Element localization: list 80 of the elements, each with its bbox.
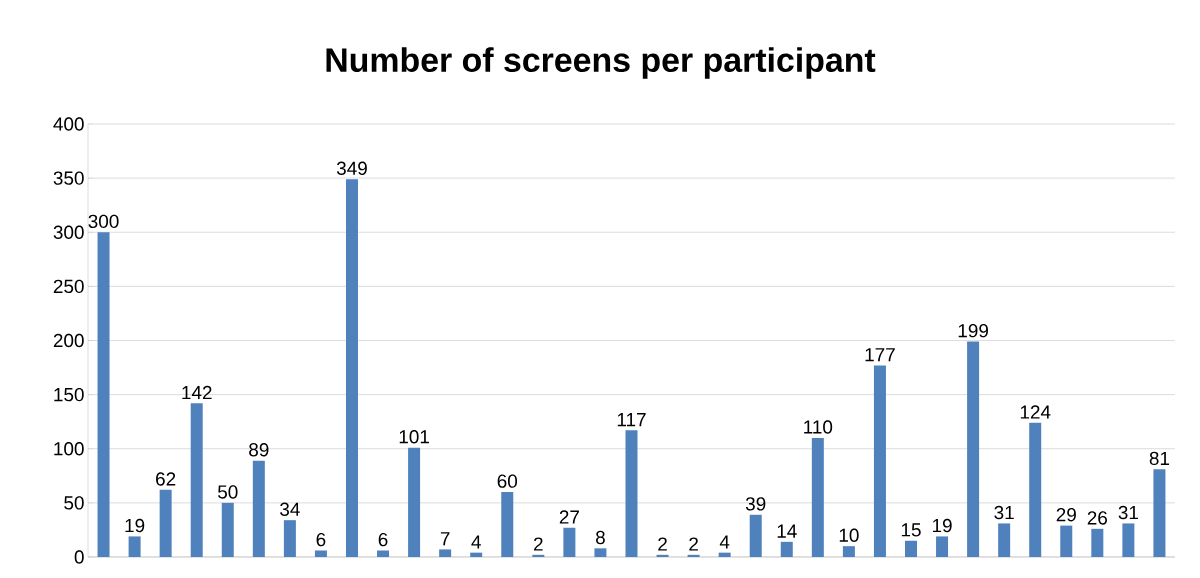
data-label: 2: [534, 537, 543, 551]
y-tick-label: 150: [54, 387, 84, 402]
data-label: 81: [1149, 451, 1170, 466]
data-label: 2: [658, 537, 667, 551]
bar: [594, 548, 607, 557]
data-label: 4: [471, 535, 481, 549]
data-label: 349: [336, 161, 367, 175]
data-label: 15: [901, 523, 921, 537]
data-label: 8: [596, 530, 605, 545]
bar: [532, 554, 545, 557]
data-label: 124: [1020, 405, 1051, 419]
data-label: 26: [1087, 511, 1108, 525]
data-label: 60: [497, 474, 518, 488]
bar: [1060, 525, 1073, 557]
data-label: 10: [839, 528, 859, 542]
y-tick-label: 350: [53, 171, 84, 185]
bar: [283, 520, 296, 557]
data-label: 50: [217, 485, 238, 499]
data-label: 31: [1118, 505, 1138, 520]
data-label: 177: [865, 348, 895, 362]
data-label: 31: [994, 505, 1014, 520]
bar: [780, 541, 793, 557]
bar: [936, 536, 949, 557]
bar: [967, 341, 980, 557]
y-tick-label: 0: [74, 550, 84, 564]
bar: [221, 502, 234, 557]
y-tick-label: 50: [64, 496, 84, 510]
data-label: 101: [399, 430, 429, 444]
data-label: 110: [804, 420, 833, 434]
bar: [904, 540, 917, 557]
data-label: 19: [932, 518, 952, 533]
y-tick-label: 100: [54, 442, 84, 456]
bar: [811, 437, 824, 557]
y-tick-label: 250: [53, 279, 84, 294]
bar: [128, 536, 141, 557]
data-label: 89: [249, 443, 269, 457]
data-label: 6: [316, 532, 326, 547]
bar: [97, 232, 110, 557]
data-label: 29: [1056, 507, 1076, 522]
bar: [377, 550, 390, 557]
data-label: 34: [280, 502, 300, 516]
bar: [749, 514, 762, 557]
bar: [314, 550, 327, 557]
bar: [687, 554, 700, 557]
bar: [190, 403, 203, 557]
data-label: 4: [719, 535, 730, 549]
bar: [1091, 528, 1104, 557]
bar: [1122, 523, 1135, 557]
bar: [718, 552, 731, 557]
data-label: 19: [125, 518, 145, 533]
data-label: 117: [617, 413, 646, 427]
data-label: 6: [378, 532, 388, 547]
bar: [842, 546, 855, 557]
y-tick-label: 200: [53, 333, 84, 348]
bar: [998, 523, 1011, 557]
bar: [656, 554, 669, 557]
bar: [563, 527, 576, 557]
y-tick-label: 300: [53, 225, 84, 239]
bar: [439, 549, 452, 557]
data-label: 7: [440, 532, 450, 546]
data-label: 142: [182, 385, 212, 400]
data-label: 39: [745, 497, 766, 511]
bar: [159, 489, 172, 557]
y-tick-label: 400: [53, 117, 84, 131]
data-label: 14: [777, 524, 797, 538]
bar: [408, 447, 421, 557]
bar: [252, 460, 265, 557]
bar: [501, 492, 514, 557]
data-label: 199: [958, 323, 988, 338]
bar: [625, 430, 638, 557]
data-label: 62: [156, 472, 176, 486]
bar: [873, 365, 886, 557]
data-label: 27: [559, 510, 579, 524]
bar: [1153, 469, 1166, 557]
bar: [345, 179, 358, 557]
bar: [470, 552, 483, 557]
bar: [1029, 422, 1042, 557]
data-label: 2: [689, 537, 698, 551]
data-label: 300: [88, 214, 119, 229]
chart-title: Number of screens per participant: [326, 47, 876, 79]
